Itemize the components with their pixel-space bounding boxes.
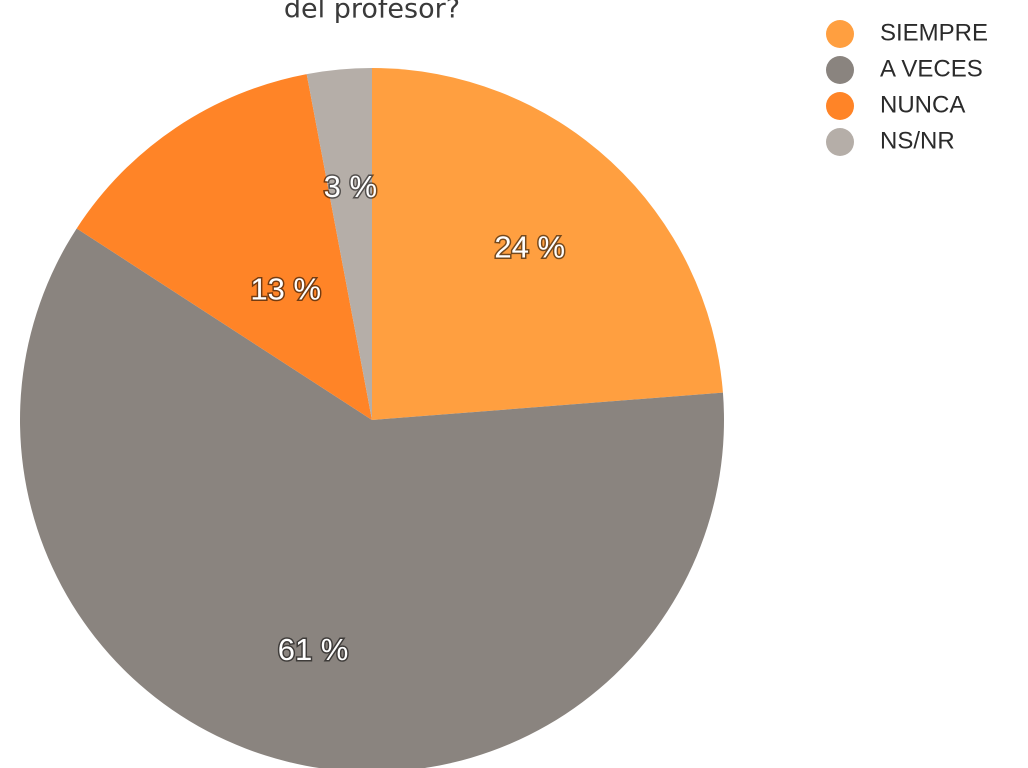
slice-label: 13 % (250, 272, 321, 307)
legend-label: NUNCA (880, 91, 965, 118)
pie-slice (20, 228, 724, 768)
pie-slice (372, 68, 723, 420)
legend-swatch (826, 128, 854, 156)
slice-label: 61 % (278, 632, 349, 667)
chart-title: del profesor? (284, 0, 460, 25)
slice-label: 3 % (324, 169, 377, 204)
pie-slice (306, 68, 372, 420)
legend-label: SIEMPRE (880, 19, 988, 46)
slice-label: 24 % (494, 230, 565, 265)
legend-swatch (826, 56, 854, 84)
legend-swatch (826, 20, 854, 48)
legend-swatch (826, 92, 854, 120)
pie-slice (76, 74, 373, 420)
legend-label: NS/NR (880, 127, 955, 154)
legend-label: A VECES (880, 55, 983, 82)
